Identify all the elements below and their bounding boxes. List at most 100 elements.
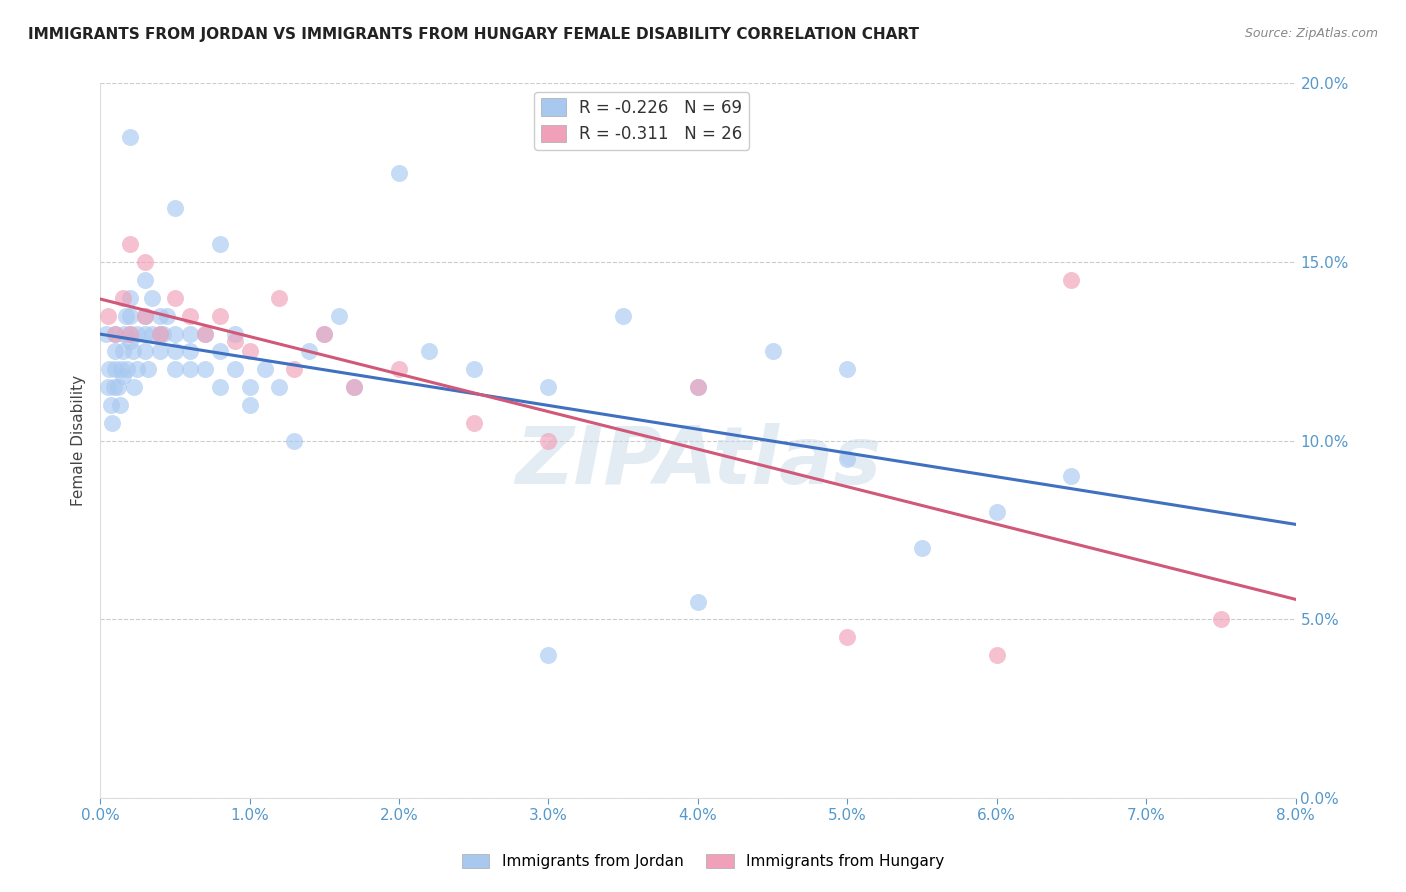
Point [537, 434, 560, 448]
Point [761, 344, 783, 359]
Point [141, 326, 163, 341]
Point [118, 291, 141, 305]
Point [208, 380, 231, 394]
Point [163, 362, 186, 376]
Point [141, 291, 163, 305]
Point [238, 398, 260, 412]
Point [238, 344, 260, 359]
Point [104, 326, 127, 341]
Point [179, 326, 201, 341]
Point [149, 309, 172, 323]
Point [343, 380, 366, 394]
Point [179, 362, 201, 376]
Point [911, 541, 934, 555]
Point [1209, 612, 1232, 626]
Legend: R = -0.226   N = 69, R = -0.311   N = 26: R = -0.226 N = 69, R = -0.311 N = 26 [534, 92, 749, 150]
Point [343, 380, 366, 394]
Point [686, 380, 709, 394]
Point [104, 326, 127, 341]
Point [98, 362, 121, 376]
Point [179, 309, 201, 323]
Point [686, 594, 709, 608]
Point [110, 362, 132, 376]
Point [837, 630, 859, 644]
Point [94, 326, 117, 341]
Point [112, 326, 135, 341]
Point [163, 326, 186, 341]
Point [149, 326, 172, 341]
Point [118, 237, 141, 252]
Point [314, 326, 336, 341]
Point [122, 344, 145, 359]
Point [686, 380, 709, 394]
Point [537, 648, 560, 662]
Point [298, 344, 321, 359]
Point [388, 166, 411, 180]
Point [149, 326, 172, 341]
Point [134, 255, 156, 269]
Point [612, 309, 634, 323]
Y-axis label: Female Disability: Female Disability [72, 376, 86, 507]
Point [224, 326, 246, 341]
Point [208, 309, 231, 323]
Point [97, 309, 120, 323]
Legend: Immigrants from Jordan, Immigrants from Hungary: Immigrants from Jordan, Immigrants from … [456, 848, 950, 875]
Text: Source: ZipAtlas.com: Source: ZipAtlas.com [1244, 27, 1378, 40]
Point [179, 344, 201, 359]
Point [114, 309, 136, 323]
Point [104, 344, 127, 359]
Point [118, 326, 141, 341]
Point [837, 451, 859, 466]
Point [100, 398, 122, 412]
Point [97, 380, 120, 394]
Point [194, 362, 217, 376]
Point [1060, 273, 1083, 287]
Point [111, 369, 134, 384]
Point [107, 380, 129, 394]
Point [163, 344, 186, 359]
Point [208, 237, 231, 252]
Point [1060, 469, 1083, 483]
Point [463, 416, 485, 430]
Text: IMMIGRANTS FROM JORDAN VS IMMIGRANTS FROM HUNGARY FEMALE DISABILITY CORRELATION : IMMIGRANTS FROM JORDAN VS IMMIGRANTS FRO… [28, 27, 920, 42]
Point [108, 398, 131, 412]
Point [134, 309, 156, 323]
Text: ZIPAtlas: ZIPAtlas [515, 423, 882, 501]
Point [134, 344, 156, 359]
Point [118, 334, 141, 348]
Point [127, 362, 149, 376]
Point [537, 380, 560, 394]
Point [156, 309, 179, 323]
Point [418, 344, 440, 359]
Point [124, 380, 146, 394]
Point [283, 434, 305, 448]
Point [101, 416, 124, 430]
Point [163, 291, 186, 305]
Point [314, 326, 336, 341]
Point [127, 326, 149, 341]
Point [253, 362, 276, 376]
Point [837, 362, 859, 376]
Point [136, 362, 159, 376]
Point [463, 362, 485, 376]
Point [118, 326, 141, 341]
Point [328, 309, 350, 323]
Point [111, 344, 134, 359]
Point [149, 344, 172, 359]
Point [103, 380, 125, 394]
Point [986, 648, 1008, 662]
Point [224, 334, 246, 348]
Point [269, 291, 291, 305]
Point [269, 380, 291, 394]
Point [224, 362, 246, 376]
Point [986, 505, 1008, 519]
Point [194, 326, 217, 341]
Point [104, 362, 127, 376]
Point [134, 326, 156, 341]
Point [208, 344, 231, 359]
Point [238, 380, 260, 394]
Point [163, 202, 186, 216]
Point [152, 326, 174, 341]
Point [115, 362, 138, 376]
Point [194, 326, 217, 341]
